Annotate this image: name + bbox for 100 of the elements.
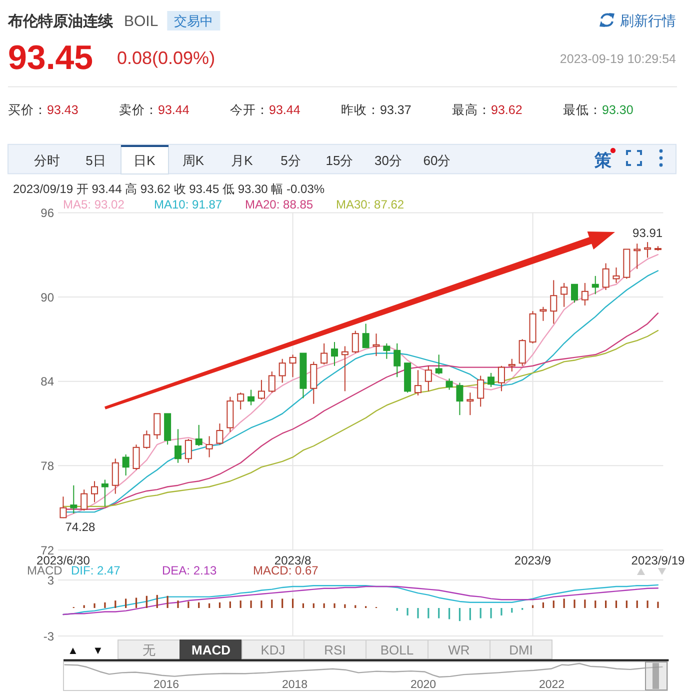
text: 93.44 <box>158 103 190 117</box>
x-tick-label: 2020 <box>410 679 436 691</box>
text: 无 <box>142 642 156 658</box>
text: 2023-09-19 10:29:54 <box>560 52 676 66</box>
candlestick <box>174 428 182 464</box>
text: 最高： <box>452 102 491 117</box>
candlestick <box>258 379 265 400</box>
candlestick <box>352 330 359 354</box>
text: 93.30 <box>602 103 634 117</box>
text: RSI <box>324 642 346 658</box>
candlestick <box>508 358 516 372</box>
text: 策 <box>594 151 612 170</box>
text: 93.44 <box>269 103 300 117</box>
candlestick <box>122 454 130 476</box>
candlestick <box>602 262 610 290</box>
chart-subtitle: 2023/09/19 开 93.44 高 93.62 收 93.45 低 93.30 幅 -0.03% <box>13 182 325 196</box>
candlestick <box>518 338 526 366</box>
x-tick-label: 2018 <box>282 679 308 691</box>
text: DMI <box>509 642 533 658</box>
text: 最低： <box>563 103 602 117</box>
y-tick-label: 84 <box>40 374 54 389</box>
text: MA20: 88.85 <box>245 198 314 212</box>
candlestick <box>466 392 474 416</box>
annotation: 74.28 <box>65 520 96 534</box>
text: 交易中 <box>174 14 214 28</box>
text: 93.62 <box>491 103 522 117</box>
x-tick-label: 2023/9 <box>514 554 552 568</box>
candlestick <box>341 346 348 392</box>
text: ▲ <box>68 645 78 657</box>
candlestick <box>414 370 422 396</box>
candlestick <box>310 361 318 404</box>
text: 60分 <box>423 153 451 168</box>
text: 93.43 <box>47 103 78 117</box>
candlestick <box>540 306 547 322</box>
candlestick <box>143 430 150 450</box>
y-tick-label: 90 <box>40 290 54 304</box>
candlestick <box>550 280 558 324</box>
candlestick <box>581 282 588 306</box>
candlestick <box>216 423 224 446</box>
candlestick <box>498 365 505 392</box>
text: 昨收： <box>341 103 380 117</box>
candlestick <box>320 342 328 365</box>
annotation: 93.91 <box>632 226 663 240</box>
candlestick <box>278 358 286 384</box>
candlestick <box>394 342 401 378</box>
x-tick-label: 2016 <box>153 679 180 691</box>
candlestick <box>154 413 161 440</box>
text: 月K <box>231 153 254 168</box>
candlestick <box>571 284 578 304</box>
y-tick-label: -3 <box>43 629 54 644</box>
x-tick-label: 2023/9/19 <box>631 554 685 568</box>
text: 5分 <box>280 153 301 168</box>
text: 30分 <box>374 153 402 168</box>
candlestick <box>592 275 599 295</box>
candlestick <box>456 382 464 416</box>
candlestick <box>237 392 244 410</box>
x-tick-label: 2022 <box>538 679 565 691</box>
candlestick <box>80 489 88 512</box>
candlestick <box>634 243 641 270</box>
candlestick <box>132 444 140 470</box>
candlestick <box>289 354 296 378</box>
series-label: DEA: 2.13 <box>162 564 218 578</box>
text: MA5: 93.02 <box>63 198 125 212</box>
y-tick-label: 78 <box>40 458 54 473</box>
candlestick <box>112 458 119 494</box>
text: 0.08(0.09%) <box>117 48 216 68</box>
candlestick <box>101 479 108 507</box>
candlestick <box>195 424 202 446</box>
text: 卖价： <box>119 103 158 117</box>
text: WR <box>448 642 470 658</box>
candlestick <box>184 438 192 464</box>
text: 5日 <box>86 153 106 168</box>
y-tick-label: 96 <box>40 206 54 220</box>
candlestick <box>612 267 620 284</box>
candlestick <box>206 436 213 458</box>
candlestick <box>60 496 67 518</box>
candlestick <box>488 372 495 388</box>
candlestick <box>70 484 78 514</box>
text: 93.37 <box>380 103 412 117</box>
text: MA30: 87.62 <box>336 198 404 212</box>
text: 日K <box>134 153 156 168</box>
candlestick <box>477 375 484 408</box>
text: BOLL <box>380 642 414 658</box>
text: 15分 <box>326 153 354 168</box>
text: KDJ <box>260 642 286 658</box>
text: 买价： <box>8 103 47 117</box>
candlestick <box>383 342 390 360</box>
text: BOIL <box>124 13 158 30</box>
candlestick <box>268 371 276 394</box>
text: 分时 <box>34 153 60 168</box>
candlestick <box>248 389 255 406</box>
text: MACD <box>192 642 230 658</box>
candlestick <box>560 282 568 308</box>
text: MA10: 91.87 <box>154 198 222 212</box>
candlestick <box>424 365 432 392</box>
candlestick <box>91 480 98 503</box>
candlestick <box>435 354 442 375</box>
text: 今开： <box>230 103 269 117</box>
text: 刷新行情 <box>620 12 676 28</box>
candlestick <box>446 378 453 390</box>
